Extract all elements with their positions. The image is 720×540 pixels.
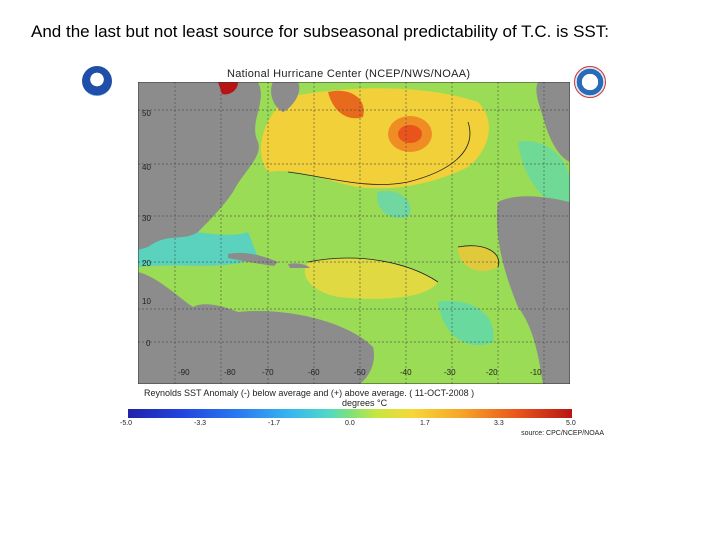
colorbar	[128, 409, 572, 418]
source-credit: source: CPC/NCEP/NOAA	[521, 430, 604, 437]
lon-label-80: -80	[224, 368, 236, 377]
sst-map-graphic	[137, 81, 571, 385]
slide-title: And the last but not least source for su…	[31, 22, 609, 41]
colorbar-label-3.3: 3.3	[494, 420, 504, 427]
lon-label-90: -90	[178, 368, 190, 377]
colorbar-label-neg3.3: -3.3	[194, 420, 207, 427]
lat-label-30: 30	[142, 214, 151, 223]
lat-label-10: 10	[142, 297, 151, 306]
map-title: National Hurricane Center (NCEP/NWS/NOAA…	[227, 68, 471, 80]
lat-label-20: 20	[142, 259, 151, 268]
lat-label-50: 50	[142, 109, 151, 118]
colorbar-label-1.7: 1.7	[420, 420, 430, 427]
colorbar-label-5: 5.0	[566, 420, 576, 427]
sst-map	[137, 81, 571, 385]
colorbar-label-neg5: -5.0	[120, 420, 133, 427]
lat-label-40: 40	[142, 163, 151, 172]
lon-label-40: -40	[400, 368, 412, 377]
lat-label-0: 0	[146, 339, 151, 348]
colorbar-label-0: 0.0	[345, 420, 355, 427]
lon-label-20: -20	[486, 368, 498, 377]
lon-label-50: -50	[354, 368, 366, 377]
sst-anomaly-figure: National Hurricane Center (NCEP/NWS/NOAA…	[82, 62, 610, 442]
lon-label-70: -70	[262, 368, 274, 377]
map-caption: Reynolds SST Anomaly (-) below average a…	[144, 388, 475, 398]
noaa-logo	[82, 66, 112, 96]
colorbar-label-neg1.7: -1.7	[268, 420, 281, 427]
lon-label-10: -10	[530, 368, 542, 377]
lon-label-30: -30	[444, 368, 456, 377]
map-units: degrees °C	[342, 398, 388, 408]
nws-logo	[574, 66, 606, 98]
lon-label-60: -60	[308, 368, 320, 377]
